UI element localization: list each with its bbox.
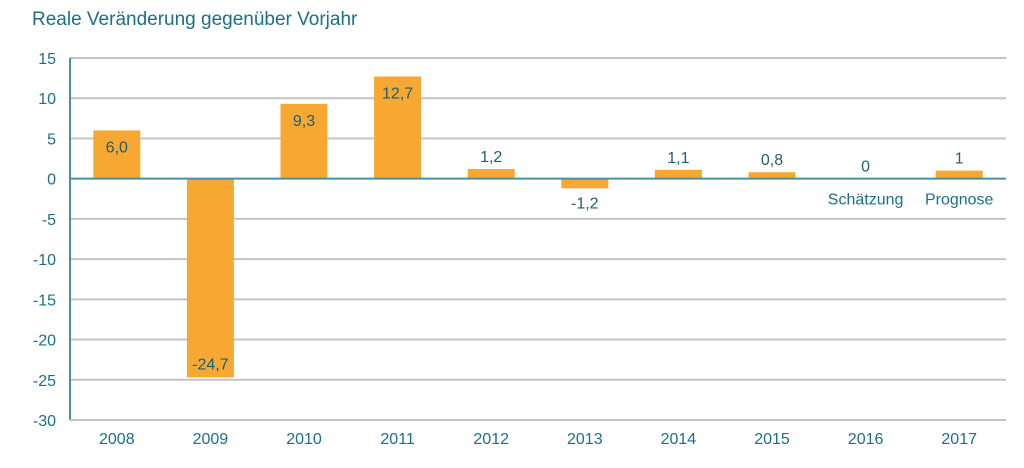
- data-label: 6,0: [106, 139, 128, 156]
- bar: [654, 169, 702, 179]
- y-tick-label: 0: [47, 172, 56, 189]
- y-tick-label: -10: [33, 252, 56, 269]
- axes: [69, 58, 1006, 421]
- bar: [935, 170, 983, 179]
- bar: [280, 103, 328, 179]
- bar: [93, 130, 141, 179]
- x-tick-label: 2017: [941, 431, 977, 448]
- y-tick-label: -30: [33, 413, 56, 430]
- data-label: 9,3: [293, 113, 315, 130]
- bars: [93, 76, 983, 378]
- y-tick-label: -20: [33, 333, 56, 350]
- y-tick-label: -5: [42, 212, 56, 229]
- data-label: 0: [861, 159, 870, 176]
- chart-title: Reale Veränderung gegenüber Vorjahr: [32, 9, 358, 30]
- data-label: 0,8: [761, 152, 783, 169]
- x-tick-label: 2010: [286, 431, 322, 448]
- x-tick-label: 2012: [473, 431, 509, 448]
- bar: [186, 178, 234, 378]
- bar: [748, 172, 796, 179]
- y-tick-label: 15: [38, 51, 56, 68]
- bar: [467, 169, 515, 179]
- annotation-label: Prognose: [925, 192, 994, 209]
- bar: [374, 76, 422, 179]
- x-tick-label: 2014: [661, 431, 697, 448]
- y-tick-label: 10: [38, 91, 56, 108]
- annotation-label: Schätzung: [828, 192, 904, 209]
- y-tick-label: -15: [33, 292, 56, 309]
- x-tick-label: 2016: [848, 431, 884, 448]
- data-label: -1,2: [571, 195, 599, 212]
- data-label: -24,7: [192, 356, 229, 373]
- x-tick-label: 2015: [754, 431, 790, 448]
- x-tick-label: 2011: [380, 431, 415, 448]
- x-tick-label: 2013: [567, 431, 603, 448]
- y-tick-label: -25: [33, 373, 56, 390]
- x-tick-label: 2009: [193, 431, 229, 448]
- bar: [561, 178, 609, 189]
- x-tick-label: 2008: [99, 431, 135, 448]
- data-label: 1,2: [480, 149, 502, 166]
- y-tick-label: 5: [47, 131, 56, 148]
- data-label: 12,7: [382, 86, 413, 103]
- data-label: 1,1: [667, 150, 689, 167]
- data-label: 1: [955, 151, 964, 168]
